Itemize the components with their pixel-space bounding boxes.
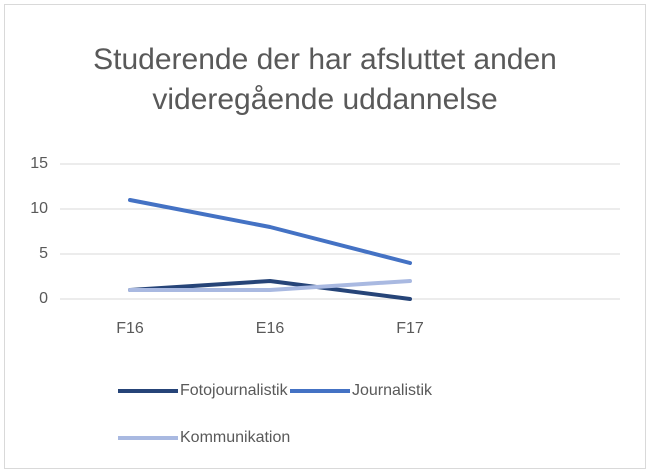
series-line: [128, 279, 412, 301]
series-line: [128, 279, 412, 292]
y-tick-label: 5: [39, 245, 48, 262]
x-tick-label: F17: [396, 320, 424, 337]
series-line: [128, 198, 412, 265]
legend-label: Journalistik: [352, 382, 433, 399]
y-tick-label: 10: [30, 200, 48, 217]
x-tick-label: E16: [256, 320, 285, 337]
x-tick-label: F16: [116, 320, 144, 337]
y-tick-label: 15: [30, 155, 48, 172]
y-tick-label: 0: [39, 290, 48, 307]
chart-title: Studerende der har afsluttet anden vider…: [93, 43, 557, 116]
legend-label: Kommunikation: [180, 429, 290, 446]
legend-label: Fotojournalistik: [180, 382, 289, 399]
